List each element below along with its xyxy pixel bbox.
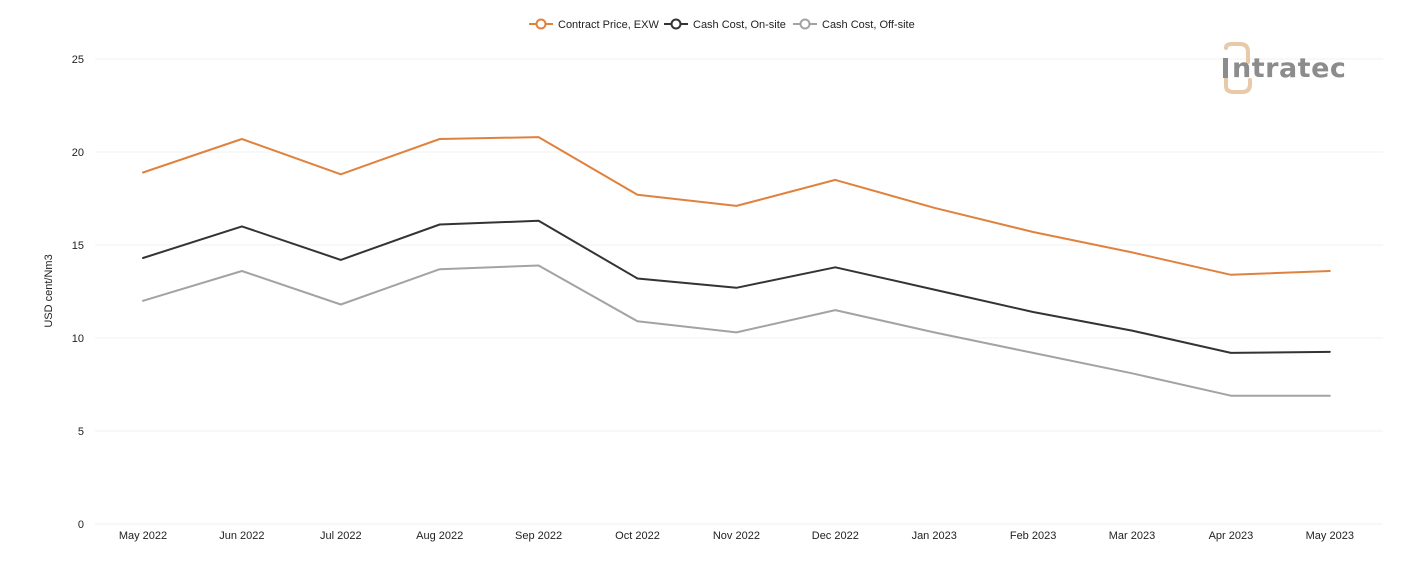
y-tick-label: 5 bbox=[78, 426, 84, 438]
y-axis-ticks: 0 5 10 15 20 25 bbox=[72, 54, 84, 531]
intratec-logo: ntratec bbox=[1223, 42, 1346, 94]
y-tick-label: 10 bbox=[72, 333, 84, 345]
x-tick-label: Apr 2023 bbox=[1209, 530, 1254, 542]
x-tick-label: Jun 2022 bbox=[219, 530, 264, 542]
series-lines bbox=[142, 136, 1331, 397]
x-tick-label: May 2022 bbox=[119, 530, 167, 542]
x-tick-label: Mar 2023 bbox=[1109, 530, 1155, 542]
x-tick-label: Nov 2022 bbox=[713, 530, 760, 542]
x-tick-label: Dec 2022 bbox=[812, 530, 859, 542]
logo-arch-mark bbox=[1224, 42, 1250, 64]
y-tick-label: 25 bbox=[72, 54, 84, 66]
grid-lines bbox=[95, 58, 1383, 525]
legend-label: Cash Cost, On-site bbox=[693, 19, 786, 31]
y-tick-label: 15 bbox=[72, 240, 84, 252]
x-axis-ticks: May 2022 Jun 2022 Jul 2022 Aug 2022 Sep 2022… bbox=[119, 530, 1354, 542]
legend-swatch-marker bbox=[535, 18, 547, 30]
series-line-2 bbox=[142, 264, 1331, 397]
y-axis-title: USD cent/Nm3 bbox=[43, 254, 55, 327]
y-tick-label: 20 bbox=[72, 147, 84, 159]
x-tick-label: Jan 2023 bbox=[912, 530, 957, 542]
series-line-0 bbox=[142, 136, 1331, 276]
x-tick-label: Feb 2023 bbox=[1010, 530, 1056, 542]
legend-swatch-marker bbox=[799, 18, 811, 30]
legend-label: Cash Cost, Off-site bbox=[822, 19, 915, 31]
x-tick-label: Aug 2022 bbox=[416, 530, 463, 542]
series-line-1 bbox=[142, 219, 1331, 354]
y-tick-label: 0 bbox=[78, 519, 84, 531]
x-tick-label: May 2023 bbox=[1306, 530, 1354, 542]
legend-item-0: Contract Price, EXW bbox=[529, 18, 659, 31]
x-tick-label: Oct 2022 bbox=[615, 530, 660, 542]
logo-i-stem bbox=[1223, 58, 1228, 78]
legend-swatch-marker bbox=[670, 18, 682, 30]
x-tick-label: Sep 2022 bbox=[515, 530, 562, 542]
x-tick-label: Jul 2022 bbox=[320, 530, 362, 542]
legend-label: Contract Price, EXW bbox=[558, 19, 659, 31]
logo-text: ntratec bbox=[1232, 53, 1346, 84]
legend: Contract Price, EXW Cash Cost, On-site Cas… bbox=[529, 18, 915, 31]
logo-hook-mark bbox=[1224, 76, 1252, 94]
legend-item-2: Cash Cost, Off-site bbox=[793, 18, 915, 31]
legend-item-1: Cash Cost, On-site bbox=[664, 18, 786, 31]
